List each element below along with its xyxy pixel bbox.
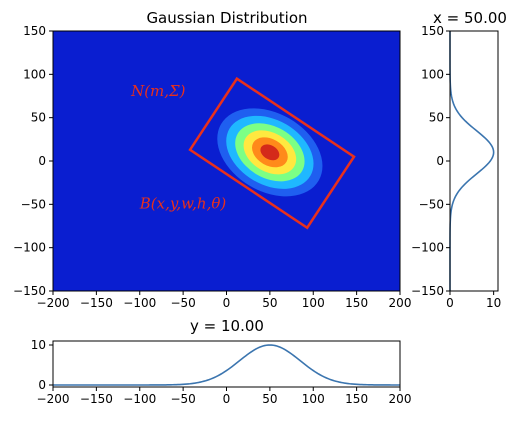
y-slice-x-tick-label: −50 (170, 392, 195, 406)
y-slice-x-tick-label: −150 (80, 392, 113, 406)
main-heatmap-plot: Gaussian Distribution N(m,Σ) B(x,y,w,h,θ)… (13, 9, 411, 310)
x-tick-label: 0 (223, 296, 231, 310)
x-slice-y-tick-label: −150 (411, 284, 444, 298)
x-slice-plot: x = 50.00 0 10 150 100 50 0 −50 −100 −150 (411, 9, 507, 310)
x-tick-label: −150 (80, 296, 113, 310)
x-tick-label: 150 (345, 296, 368, 310)
y-slice-x-tick-label: 200 (389, 392, 412, 406)
main-title: Gaussian Distribution (146, 9, 307, 27)
x-slice-y-tick-label: 100 (421, 67, 444, 81)
y-slice-x-tick-label: 0 (223, 392, 231, 406)
y-slice-x-tick-label: −200 (37, 392, 70, 406)
y-tick-label: 50 (31, 111, 46, 125)
y-tick-label: 150 (23, 24, 46, 38)
x-tick-label: −200 (37, 296, 70, 310)
distribution-label: N(m,Σ) (130, 82, 186, 100)
contour-level-6 (260, 144, 280, 161)
x-slice-y-tick-label: 50 (429, 111, 444, 125)
y-slice-x-tick-label: 150 (345, 392, 368, 406)
y-slice-frame (52, 340, 401, 388)
x-slice-y-tick-label: 0 (436, 154, 444, 168)
x-tick-label: −50 (170, 296, 195, 310)
y-slice-x-tick-label: 100 (302, 392, 325, 406)
x-tick-label: −100 (123, 296, 156, 310)
x-slice-curve (449, 31, 495, 291)
x-slice-y-tick-label: −100 (411, 241, 444, 255)
x-slice-title: x = 50.00 (433, 9, 507, 27)
x-slice-x-tick-label: 0 (446, 296, 454, 310)
y-tick-label: −100 (13, 241, 46, 255)
x-slice-x-tick-label: 10 (486, 296, 501, 310)
y-tick-label: 100 (23, 67, 46, 81)
y-tick-label: −50 (21, 197, 46, 211)
y-slice-y-tick-label: 10 (31, 338, 46, 352)
y-tick-label: 0 (38, 154, 46, 168)
x-tick-label: 100 (302, 296, 325, 310)
y-slice-y-tick-label: 0 (38, 378, 46, 392)
box-label: B(x,y,w,h,θ) (139, 195, 227, 213)
x-tick-label: 200 (389, 296, 412, 310)
y-tick-label: −150 (13, 284, 46, 298)
x-slice-y-tick-label: 150 (421, 24, 444, 38)
y-slice-x-tick-label: 50 (262, 392, 277, 406)
y-slice-title: y = 10.00 (190, 317, 264, 335)
y-slice-x-tick-label: −100 (123, 392, 156, 406)
y-slice-curve (53, 344, 401, 386)
x-tick-label: 50 (262, 296, 277, 310)
bounding-box (188, 76, 356, 230)
x-slice-y-tick-label: −50 (419, 197, 444, 211)
